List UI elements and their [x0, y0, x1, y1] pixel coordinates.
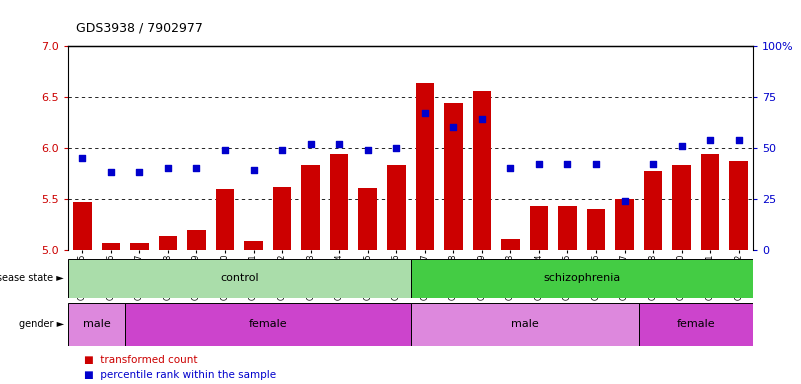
Point — [162, 165, 175, 171]
Text: GDS3938 / 7902977: GDS3938 / 7902977 — [76, 22, 203, 35]
Bar — [730, 161, 748, 250]
Text: male: male — [511, 319, 538, 329]
Bar — [358, 187, 377, 250]
Bar — [68, 303, 125, 346]
Point — [618, 198, 631, 204]
Point — [76, 155, 89, 161]
Point — [590, 161, 602, 167]
Text: gender ►: gender ► — [19, 319, 64, 329]
Point — [361, 147, 374, 153]
Point — [104, 169, 117, 175]
Text: female: female — [677, 319, 715, 329]
Text: schizophrenia: schizophrenia — [543, 273, 620, 283]
Bar — [68, 259, 410, 298]
Point — [732, 137, 745, 143]
Text: ■  percentile rank within the sample: ■ percentile rank within the sample — [84, 370, 276, 380]
Point — [561, 161, 574, 167]
Point — [704, 137, 717, 143]
Bar — [701, 154, 719, 250]
Bar — [529, 206, 548, 250]
Point — [276, 147, 288, 153]
Text: male: male — [83, 319, 111, 329]
Bar — [244, 242, 263, 250]
Bar — [102, 243, 120, 250]
Point — [476, 116, 489, 122]
Bar — [558, 206, 577, 250]
Bar — [215, 189, 235, 250]
Point — [304, 141, 317, 147]
Point — [533, 161, 545, 167]
Bar — [73, 202, 91, 250]
Point — [390, 145, 403, 151]
Point — [646, 161, 659, 167]
Bar — [330, 154, 348, 250]
Point — [418, 110, 431, 116]
Text: female: female — [248, 319, 287, 329]
Point — [675, 143, 688, 149]
Point — [133, 169, 146, 175]
Bar — [387, 165, 405, 250]
Point — [447, 124, 460, 131]
Bar — [130, 243, 149, 250]
Bar — [273, 187, 292, 250]
Point — [504, 165, 517, 171]
Bar — [125, 303, 410, 346]
Text: control: control — [220, 273, 259, 283]
Bar — [444, 103, 463, 250]
Bar — [187, 230, 206, 250]
Bar — [644, 171, 662, 250]
Text: disease state ►: disease state ► — [0, 273, 64, 283]
Point — [332, 141, 345, 147]
Bar — [586, 209, 606, 250]
Point — [190, 165, 203, 171]
Bar — [501, 240, 520, 250]
Bar — [416, 83, 434, 250]
Bar — [615, 199, 634, 250]
Bar — [410, 259, 753, 298]
Bar — [159, 237, 177, 250]
Text: ■  transformed count: ■ transformed count — [84, 355, 198, 365]
Bar — [672, 165, 691, 250]
Point — [248, 167, 260, 173]
Point — [219, 147, 231, 153]
Bar — [473, 91, 491, 250]
Bar — [638, 303, 753, 346]
Bar — [410, 303, 638, 346]
Bar — [301, 165, 320, 250]
